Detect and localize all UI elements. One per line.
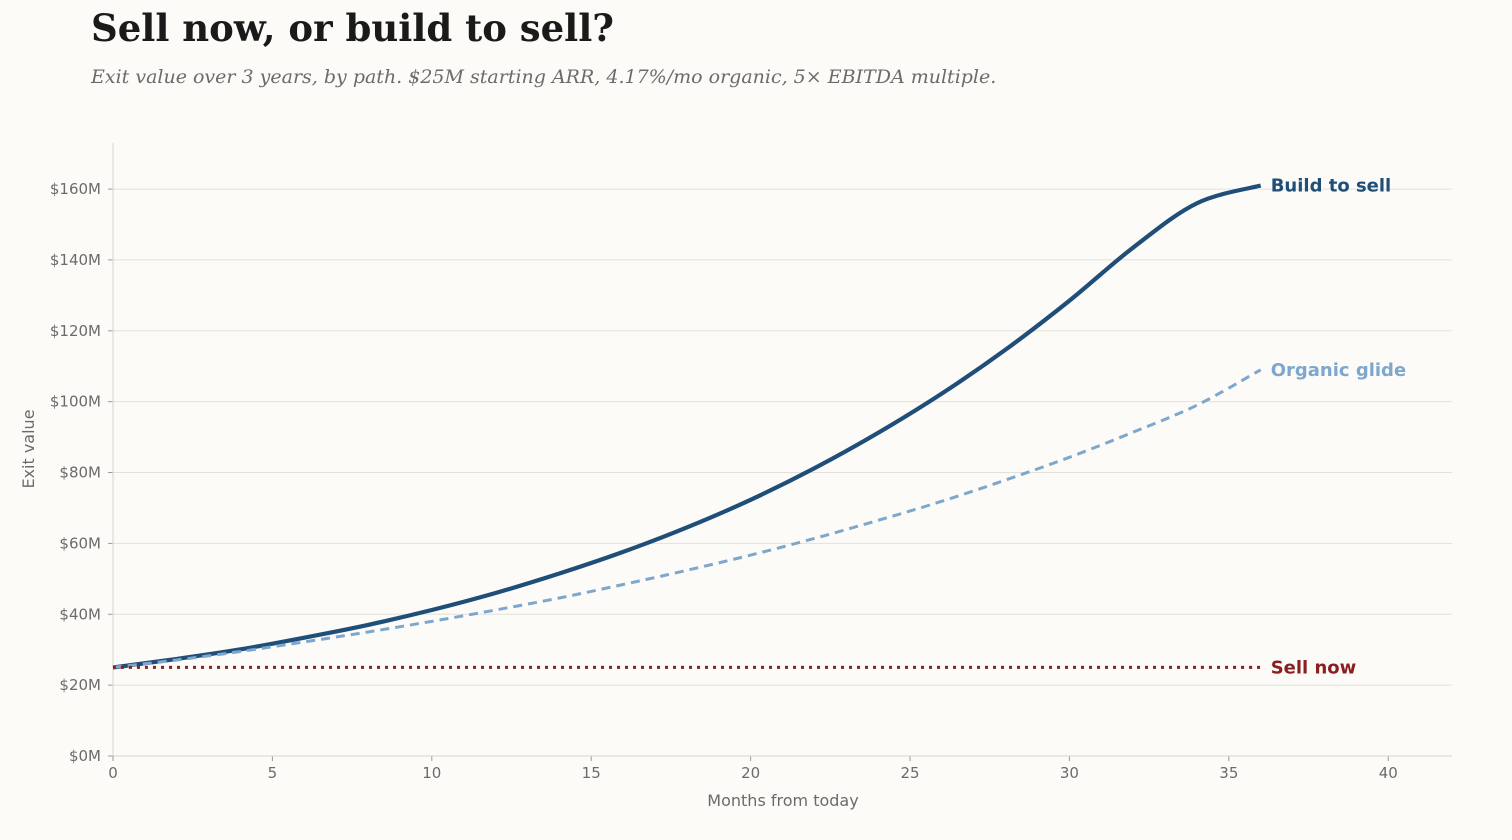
- y-tick-label: $160M: [50, 180, 101, 198]
- x-tick-labels: 0 5 10 15 20 25 30 35 40: [108, 764, 1398, 782]
- x-tick-label: 40: [1379, 764, 1398, 782]
- series-label-sell-now: Sell now: [1271, 657, 1357, 678]
- series-line-build-to-sell: [112, 183, 1262, 670]
- series-label-build-to-sell: Build to sell: [1271, 176, 1392, 197]
- x-axis-label: Months from today: [707, 791, 858, 810]
- axes: [108, 143, 1452, 761]
- y-tick-label: $100M: [50, 393, 101, 411]
- x-tick-label: 35: [1219, 764, 1238, 782]
- y-tick-labels: $0M $20M $40M $60M $80M $100M $120M $140M $160M: [50, 180, 101, 765]
- chart-subtitle: Exit value over 3 years, by path. $25M s…: [91, 66, 997, 88]
- series-lines: [112, 183, 1262, 670]
- series-label-organic-glide: Organic glide: [1271, 360, 1406, 381]
- y-tick-label: $80M: [59, 464, 101, 482]
- y-tick-label: $140M: [50, 251, 101, 269]
- y-tick-label: $120M: [50, 322, 101, 340]
- x-tick-label: 20: [741, 764, 760, 782]
- y-tick-label: $60M: [59, 534, 101, 552]
- series-end-labels: Build to sell Organic glide Sell now: [1271, 176, 1406, 679]
- chart-title: Sell now, or build to sell?: [91, 6, 614, 50]
- x-tick-label: 10: [422, 764, 441, 782]
- grid-lines: [113, 188, 1452, 686]
- x-tick-label: 0: [108, 764, 118, 782]
- x-tick-label: 25: [900, 764, 919, 782]
- y-tick-label: $20M: [59, 676, 101, 694]
- y-tick-label: $0M: [69, 747, 101, 765]
- x-tick-label: 15: [582, 764, 601, 782]
- y-axis-label: Exit value: [19, 409, 38, 488]
- series-line-organic-glide: [112, 368, 1262, 669]
- x-tick-label: 30: [1060, 764, 1079, 782]
- x-tick-label: 5: [268, 764, 278, 782]
- y-tick-label: $40M: [59, 605, 101, 623]
